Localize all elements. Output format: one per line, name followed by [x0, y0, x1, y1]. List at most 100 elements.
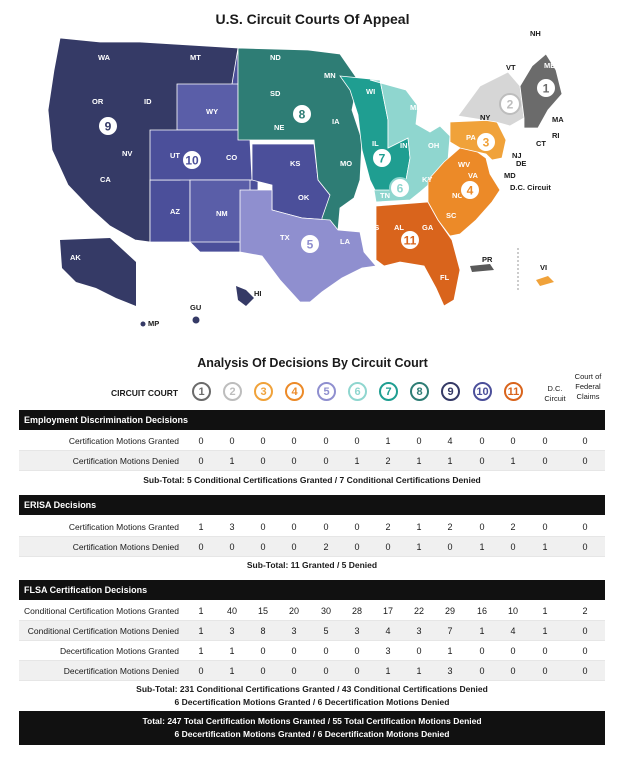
circuit-header-11: 11 [504, 382, 523, 401]
map-circuit-circle-4 [459, 179, 481, 201]
table-cell: 0 [198, 541, 204, 552]
table-cell: 2 [323, 541, 329, 552]
state-label-wv: WV [458, 160, 470, 169]
table-cell: 0 [291, 665, 297, 676]
map-circuit-circle-11 [399, 229, 421, 251]
circuit-header-1: 1 [192, 382, 211, 401]
map-circuit-number-1: 1 [543, 82, 550, 96]
table-cell: 0 [323, 645, 329, 656]
state-label-tn: TN [380, 191, 390, 200]
map-circuit-circle-2 [499, 93, 521, 115]
table-cell: 0 [582, 435, 588, 446]
table-cell: 0 [260, 521, 266, 532]
row-label: Certification Motions Granted [68, 521, 179, 532]
table-cell: 0 [260, 541, 266, 552]
table-cell: 0 [260, 665, 266, 676]
dc-circuit-map-label: D.C. Circuit [510, 183, 551, 192]
state-label-id: ID [144, 97, 152, 106]
map-circuit-circle-3 [475, 131, 497, 153]
row-label: Certification Motions Denied [72, 455, 179, 466]
state-label-ca: CA [100, 175, 111, 184]
table-cell: 0 [510, 645, 516, 656]
table-cell: 0 [260, 645, 266, 656]
table-cell: 0 [416, 645, 422, 656]
state-label-tx: TX [280, 233, 290, 242]
table-cell: 3 [385, 645, 391, 656]
state-label-ma: MA [552, 115, 564, 124]
table-cell: 3 [354, 625, 360, 636]
table-cell: 1 [385, 435, 391, 446]
table-cell: 1 [229, 645, 235, 656]
state-label-nd: ND [270, 53, 281, 62]
table-cell: 2 [582, 605, 588, 616]
table-cell: 10 [507, 605, 518, 616]
map-circuit-circle-6 [389, 177, 411, 199]
table-cell: 1 [198, 625, 204, 636]
table-row: Decertification Motions Denied 0 1 0 0 0 0 1 1 3 0… [19, 661, 605, 681]
region-mp [140, 321, 146, 327]
state-label-nj: NJ [512, 151, 522, 160]
table-cell: 0 [323, 455, 329, 466]
state-label-sd: SD [270, 89, 281, 98]
table-cell: 1 [198, 605, 204, 616]
state-label-mn: MN [324, 71, 336, 80]
section-subtotal: Sub-Total: 5 Conditional Certifications … [143, 475, 481, 485]
state-label-oh: OH [428, 141, 439, 150]
table-cell: 0 [260, 455, 266, 466]
map-circuit-number-6: 6 [397, 182, 404, 196]
table-cell: 15 [257, 605, 268, 616]
table-cell: 0 [479, 521, 485, 532]
table-cell: 1 [416, 541, 422, 552]
region-pr [470, 264, 494, 272]
state-label-pr: PR [482, 255, 493, 264]
table-cell: 1 [542, 625, 548, 636]
table-cell: 1 [229, 665, 235, 676]
table-cell: 1 [447, 455, 453, 466]
table-cell: 0 [198, 665, 204, 676]
state-label-ri: RI [552, 131, 560, 140]
state-label-wy: WY [206, 107, 218, 116]
table-cell: 1 [229, 455, 235, 466]
section-header: Employment Discrimination Decisions [19, 410, 605, 430]
table-cell: 2 [385, 455, 391, 466]
state-label-ny: NY [480, 113, 490, 122]
table-cell: 3 [416, 625, 422, 636]
table-cell: 1 [198, 521, 204, 532]
state-label-ia: IA [332, 117, 340, 126]
state-label-fl: FL [440, 273, 450, 282]
us-circuit-map: WA OR ID MT WY NV CA UT CO AZ NM ND SD NE KS OK TX MN IA MO… [47, 30, 564, 328]
section-header: ERISA Decisions [19, 495, 605, 515]
table-cell: 0 [479, 645, 485, 656]
state-label-nh: NH [530, 30, 541, 38]
region-hawaii [236, 286, 254, 306]
region-circuit-10-nm [189, 179, 251, 243]
table-cell: 1 [447, 645, 453, 656]
table-cell: 0 [229, 435, 235, 446]
state-label-wi: WI [366, 87, 375, 96]
table-cell: 0 [447, 541, 453, 552]
table-cell: 0 [510, 435, 516, 446]
table-cell: 0 [582, 665, 588, 676]
table-cell: 40 [226, 605, 237, 616]
state-label-az: AZ [170, 207, 180, 216]
table-row: Certification Motions Denied 0 1 0 0 0 1 2 1 1 0 1 0… [19, 451, 605, 471]
region-alaska [60, 238, 136, 306]
state-label-mp: MP [148, 319, 159, 328]
state-label-mo: MO [340, 159, 352, 168]
table-cell: 0 [385, 541, 391, 552]
state-label-mi: MI [410, 103, 418, 112]
state-label-nv: NV [122, 149, 132, 158]
map-circuit-number-11: 11 [404, 234, 417, 248]
circuit-header-5: 5 [317, 382, 336, 401]
region-circuit-8 [237, 47, 363, 231]
map-circuit-number-9: 9 [105, 120, 112, 134]
row-label: Decertification Motions Denied [63, 665, 179, 676]
state-label-nc: NC [452, 191, 463, 200]
table-row: Certification Motions Denied 0 0 0 0 2 0 0 1 0 1 0 1… [19, 537, 605, 557]
table-cell: 0 [582, 541, 588, 552]
section-subtotal: 6 Decertification Motions Granted / 6 De… [174, 697, 450, 707]
table-cell: 0 [291, 541, 297, 552]
table-cell: 0 [510, 541, 516, 552]
table-cell: 28 [351, 605, 362, 616]
table-cell: 0 [291, 521, 297, 532]
